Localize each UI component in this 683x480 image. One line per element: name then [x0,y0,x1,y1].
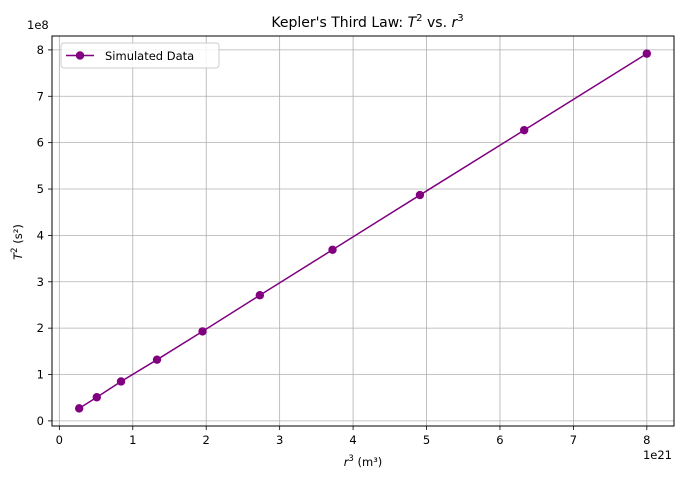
x-tick-label: 5 [423,433,430,447]
data-point [255,291,265,300]
y-tick-label: 2 [37,321,44,335]
x-tick-label: 4 [349,433,356,447]
y-tick-label: 5 [37,182,44,196]
x-offset-label: 1e21 [643,448,672,462]
axis-ticks: 0 1 2 3 4 5 6 7 8 0 1 2 3 4 5 6 7 8 [37,43,651,447]
grid-lines [52,36,674,426]
y-tick-label: 6 [37,136,44,150]
data-point [328,245,337,254]
legend: Simulated Data [60,42,220,69]
x-tick-label: 7 [570,433,577,447]
x-tick-label: 1 [129,433,136,447]
y-tick-label: 8 [37,43,44,57]
data-point [152,355,162,364]
data-point [92,393,101,402]
legend-label: Simulated Data [105,49,194,63]
y-offset-label: 1e8 [27,18,49,32]
data-point [116,377,126,386]
legend-marker-swatch [75,51,85,60]
x-tick-label: 6 [496,433,503,447]
x-tick-label: 0 [56,433,63,447]
data-series [74,49,652,413]
y-axis-label: T2 (s²) [10,224,25,260]
x-tick-label: 3 [276,433,283,447]
chart-title: Kepler's Third Law: T2 vs. r3 [271,13,463,31]
x-tick-label: 2 [203,433,210,447]
y-tick-label: 4 [37,228,44,242]
y-tick-label: 1 [37,368,44,382]
data-point [519,125,529,135]
data-point [642,49,652,58]
series-line [78,52,648,410]
x-axis-label: r3 (m³) [344,454,383,469]
y-tick-label: 3 [37,275,44,289]
y-tick-label: 0 [37,414,44,428]
data-point [74,404,84,413]
plot-frame [51,35,675,427]
data-point [198,327,207,336]
y-tick-label: 7 [37,89,44,103]
legend-box [60,42,220,69]
x-tick-label: 8 [643,433,650,447]
data-point [415,190,425,200]
